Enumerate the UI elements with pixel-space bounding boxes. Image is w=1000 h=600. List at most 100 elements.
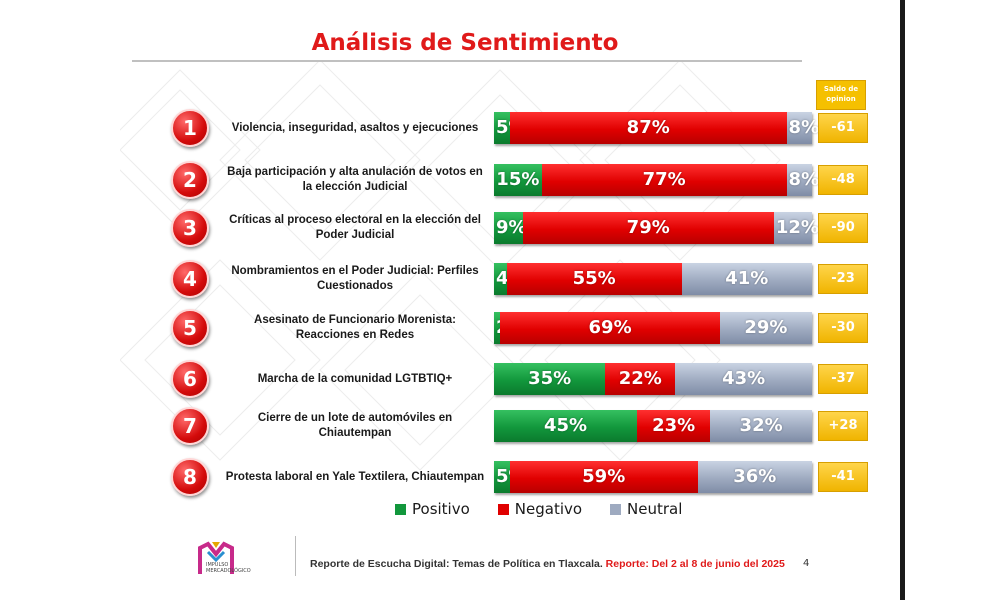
row-number: 3 <box>171 209 209 247</box>
row-topic: Nombramientos en el Poder Judicial: Perf… <box>231 265 479 292</box>
bar-segment-positive: 5% <box>494 461 527 493</box>
bar-label-neutral: 29% <box>744 317 788 338</box>
chart-row: 4 Nombramientos en el Poder Judicial: Per… <box>0 258 900 300</box>
chart-row: 3 Críticas al proceso electoral en la ele… <box>0 207 900 249</box>
bar-segment-neutral: 29% <box>719 312 812 344</box>
saldo-badge: -41 <box>818 462 868 492</box>
saldo-badge: -90 <box>818 213 868 243</box>
row-topic: Asesinato de Funcionario Morenista: Reac… <box>254 314 456 341</box>
bar-segment-negative: 23% <box>637 410 711 442</box>
row-topic: Marcha de la comunidad LGTBTIQ+ <box>257 372 453 385</box>
bar-label-neutral: 8% <box>788 117 820 138</box>
bar-segment-negative: 22% <box>605 363 676 395</box>
bar-segment-neutral: 41% <box>681 263 812 295</box>
stacked-bar: 15% 77% 8% <box>494 164 819 196</box>
saldo-badge: -37 <box>818 364 868 394</box>
stacked-bar: 5% 87% 8% <box>494 112 819 144</box>
row-number: 2 <box>171 161 209 199</box>
bar-label-negative: 69% <box>588 317 632 338</box>
logo-line2: MERCADOLÓGICO <box>206 568 251 574</box>
row-number: 6 <box>171 360 209 398</box>
chart-row: 1 Violencia, inseguridad, asaltos y ejecu… <box>0 107 900 149</box>
stacked-bar: 9% 79% 12% <box>494 212 819 244</box>
bar-label-negative: 79% <box>626 217 670 238</box>
bar-label-neutral: 12% <box>775 217 819 238</box>
bar-label-positive: 9% <box>496 217 527 238</box>
bar-label-negative: 55% <box>572 268 616 289</box>
saldo-badge: -61 <box>818 113 868 143</box>
page-title: Análisis de Sentimiento <box>311 30 619 56</box>
stacked-bar: 5% 59% 36% <box>494 461 812 493</box>
legend-negative-label: Negativo <box>514 500 583 518</box>
legend-neutral-label: Neutral <box>627 500 683 518</box>
bar-segment-neutral: 8% <box>786 112 819 144</box>
legend-neutral-swatch <box>610 503 622 515</box>
row-topic: Violencia, inseguridad, asaltos y ejecuc… <box>231 121 479 134</box>
bar-segment-positive: 9% <box>494 212 527 244</box>
footer-divider <box>295 536 296 576</box>
stacked-bar: 4% 55% 41% <box>494 263 812 295</box>
bar-segment-negative: 77% <box>541 164 787 196</box>
bar-label-neutral: 43% <box>722 368 766 389</box>
saldo-badge: -48 <box>818 165 868 195</box>
row-number: 5 <box>171 309 209 347</box>
footer-report: Reporte de Escucha Digital: Temas de Pol… <box>310 558 603 570</box>
legend-neutral: Neutral <box>610 500 682 518</box>
bar-segment-positive: 4% <box>494 263 527 295</box>
bar-segment-neutral: 36% <box>697 461 812 493</box>
bar-segment-neutral: 8% <box>786 164 819 196</box>
row-topic: Críticas al proceso electoral en la elec… <box>229 214 481 241</box>
bar-segment-neutral: 32% <box>710 410 812 442</box>
footer-text: Reporte de Escucha Digital: Temas de Pol… <box>310 558 785 570</box>
logo-text: IMPULSO MERCADOLÓGICO <box>206 562 251 574</box>
legend-positive-label: Positivo <box>412 500 470 518</box>
bar-label-positive: 15% <box>496 169 540 190</box>
row-topic: Baja participación y alta anulación de v… <box>227 166 483 193</box>
legend-positive: Positivo <box>395 500 470 518</box>
bar-label-neutral: 8% <box>788 169 820 190</box>
page-border <box>900 0 905 600</box>
bar-label-negative: 59% <box>582 466 626 487</box>
chart-row: 2 Baja participación y alta anulación de … <box>0 159 900 201</box>
title-divider <box>132 60 802 62</box>
bar-label-positive: 45% <box>544 415 588 436</box>
page-number: 4 <box>803 558 810 569</box>
row-number: 7 <box>171 407 209 445</box>
chart-row: 8 Protesta laboral en Yale Textilera, Chi… <box>0 456 900 498</box>
saldo-badge: +28 <box>818 411 868 441</box>
bar-label-neutral: 41% <box>725 268 769 289</box>
bar-label-negative: 77% <box>642 169 686 190</box>
logo-icon <box>198 541 234 574</box>
legend-negative: Negativo <box>497 500 583 518</box>
legend: Positivo Negativo Neutral <box>395 500 710 518</box>
row-number: 1 <box>171 109 209 147</box>
saldo-badge: -30 <box>818 313 868 343</box>
logo-line1: IMPULSO <box>206 562 229 568</box>
bar-segment-negative: 79% <box>522 212 774 244</box>
bar-segment-positive: 35% <box>494 363 606 395</box>
row-number: 8 <box>171 458 209 496</box>
bar-segment-positive: 15% <box>494 164 542 196</box>
stacked-bar: 35% 22% 43% <box>494 363 812 395</box>
row-number: 4 <box>171 260 209 298</box>
bar-segment-neutral: 43% <box>675 363 812 395</box>
legend-positive-swatch <box>395 503 406 515</box>
chart-row: 7 Cierre de un lote de automóviles en Chi… <box>0 405 900 447</box>
saldo-header: Saldo de opinion <box>816 80 866 110</box>
bar-segment-negative: 69% <box>500 312 720 344</box>
bar-segment-positive: 5% <box>494 112 527 144</box>
bar-label-neutral: 32% <box>739 415 783 436</box>
legend-negative-swatch <box>497 503 509 515</box>
bar-label-negative: 22% <box>618 368 662 389</box>
chart-row: 6 Marcha de la comunidad LGTBTIQ+ 35% 22% 43… <box>0 358 900 400</box>
bar-label-neutral: 36% <box>733 466 777 487</box>
footer-date: Reporte: Del 2 al 8 de junio del 2025 <box>605 558 785 570</box>
stacked-bar: 2%69%29% <box>494 312 812 344</box>
row-topic: Protesta laboral en Yale Textilera, Chia… <box>225 470 485 483</box>
bar-segment-positive: 45% <box>494 410 638 442</box>
bar-label-negative: 87% <box>626 117 670 138</box>
bar-label-negative: 23% <box>652 415 696 436</box>
stacked-bar: 45% 23% 32% <box>494 410 812 442</box>
bar-segment-negative: 87% <box>509 112 787 144</box>
bar-segment-neutral: 12% <box>773 212 819 244</box>
